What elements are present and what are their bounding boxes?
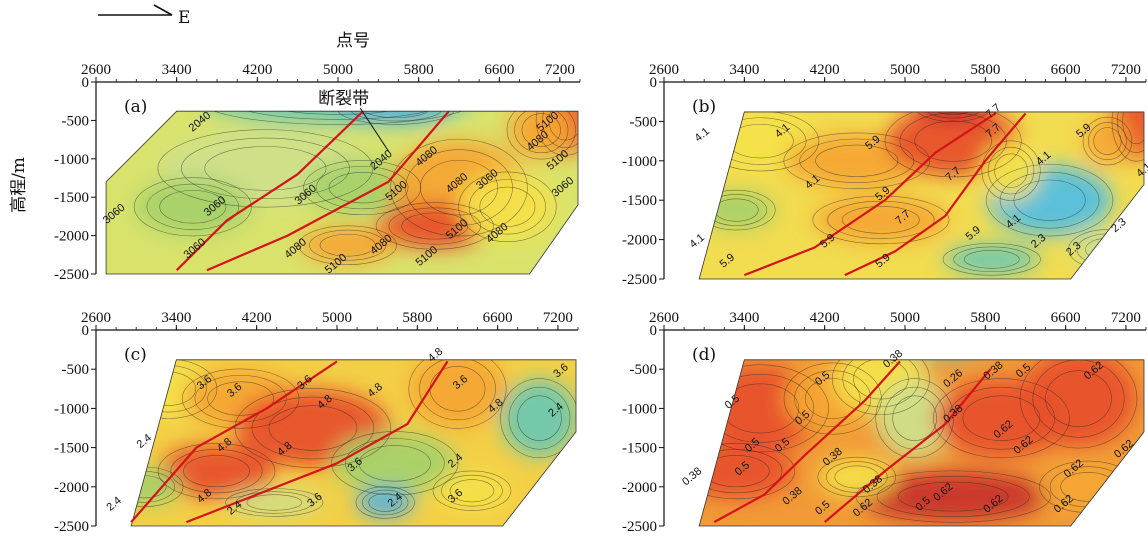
y-tick-label: -500: [62, 362, 90, 378]
contour-field: [131, 359, 577, 526]
y-tick-label: -1500: [54, 190, 89, 206]
x-tick-label: 5000: [322, 310, 352, 326]
contour-label: 2.4: [104, 495, 123, 514]
panel-2: 2600 3400 4200 5000 5800 6600 7200 0 -500 -1000 -1…: [622, 62, 1148, 288]
y-tick-label: 0: [650, 75, 658, 91]
x-tick-label: 3400: [729, 310, 759, 326]
x-tick-label: 7200: [545, 62, 575, 78]
direction-arrow: E: [98, 4, 190, 28]
fault-line: [743, 112, 997, 277]
y-tick-label: -1500: [622, 441, 657, 457]
x-tick-label: 5800: [402, 310, 432, 326]
x-tick-label: 5000: [890, 62, 920, 78]
y-axis-title: 高程/m: [9, 157, 29, 213]
fault-line: [175, 110, 364, 271]
fault-line: [844, 112, 1027, 277]
x-tick-label: 3400: [729, 62, 759, 78]
x-tick-label: 4200: [810, 62, 840, 78]
y-tick-label: -1500: [622, 193, 657, 209]
x-tick-label: 6600: [484, 62, 514, 78]
y-tick-label: -1000: [622, 154, 657, 170]
x-tick-label: 4200: [242, 310, 272, 326]
x-tick-label: 5000: [890, 310, 920, 326]
panel-label: (d): [692, 345, 716, 365]
x-tick-label: 7200: [543, 310, 573, 326]
panel-label: (b): [692, 97, 716, 117]
x-tick-label: 5800: [404, 62, 434, 78]
x-tick-label: 3400: [162, 62, 192, 78]
direction-label: E: [178, 8, 190, 28]
y-tick-label: -2500: [622, 519, 657, 535]
contour-label: 4.1: [693, 125, 712, 144]
y-tick-label: -1000: [54, 152, 89, 168]
x-tick-label: 5800: [970, 62, 1000, 78]
top-x-axis-title: 点号: [336, 31, 370, 51]
y-tick-label: 0: [650, 323, 658, 339]
x-tick-label: 6600: [1051, 62, 1081, 78]
y-tick-label: -2500: [54, 519, 89, 535]
fault-line: [823, 368, 992, 523]
x-tick-label: 7200: [1111, 62, 1141, 78]
y-tick-label: -500: [630, 362, 658, 378]
panel-1: 2600 3400 4200 5000 5800 6600 7200 0 -500 -1000 -1…: [54, 62, 581, 283]
x-tick-label: 4200: [810, 310, 840, 326]
x-tick-label: 2600: [81, 310, 111, 326]
y-tick-label: -2500: [54, 267, 89, 283]
y-tick-label: -500: [630, 114, 658, 130]
panel-3: 2600 3400 4200 5000 5800 6600 7200 0 -500 -1000 -1…: [54, 310, 579, 535]
x-tick-label: 6600: [483, 310, 513, 326]
contour-field: [106, 111, 578, 274]
y-tick-label: -2000: [622, 233, 657, 249]
y-tick-label: -1000: [54, 401, 89, 417]
x-tick-label: 4200: [242, 62, 272, 78]
fault-line: [130, 360, 338, 523]
fault-line: [713, 360, 901, 524]
y-tick-label: -500: [62, 113, 90, 129]
y-tick-label: 0: [82, 323, 90, 339]
contour-label: 2.4: [135, 432, 154, 451]
y-tick-label: 0: [82, 75, 90, 91]
x-tick-label: 2600: [649, 310, 679, 326]
panel-label: (c): [124, 345, 147, 365]
panel-4: 2600 3400 4200 5000 5800 6600 7200 0 -500 -1000 -1…: [622, 310, 1147, 535]
contour-label: 0.38: [680, 465, 704, 488]
x-tick-label: 5000: [323, 62, 353, 78]
y-tick-label: -2000: [54, 480, 89, 496]
y-tick-label: -2500: [622, 272, 657, 288]
x-tick-label: 2600: [649, 62, 679, 78]
panel-label: (a): [124, 97, 147, 117]
y-tick-label: -1000: [622, 401, 657, 417]
x-tick-label: 2600: [81, 62, 111, 78]
y-tick-label: -2000: [622, 480, 657, 496]
panels: 2600 3400 4200 5000 5800 6600 7200 0 -500 -1000 -1…: [54, 62, 1148, 535]
y-tick-label: -1500: [54, 441, 89, 457]
y-tick-label: -2000: [54, 229, 89, 245]
fault-zone-annotation: 断裂带: [318, 89, 369, 109]
x-tick-label: 3400: [161, 310, 191, 326]
fault-line: [185, 360, 449, 524]
contour-label: 4.1: [688, 232, 707, 251]
annotation-leader: [359, 107, 389, 152]
x-tick-label: 5800: [970, 310, 1000, 326]
fault-line: [206, 110, 450, 272]
x-tick-label: 6600: [1051, 310, 1081, 326]
x-tick-label: 7200: [1111, 310, 1141, 326]
